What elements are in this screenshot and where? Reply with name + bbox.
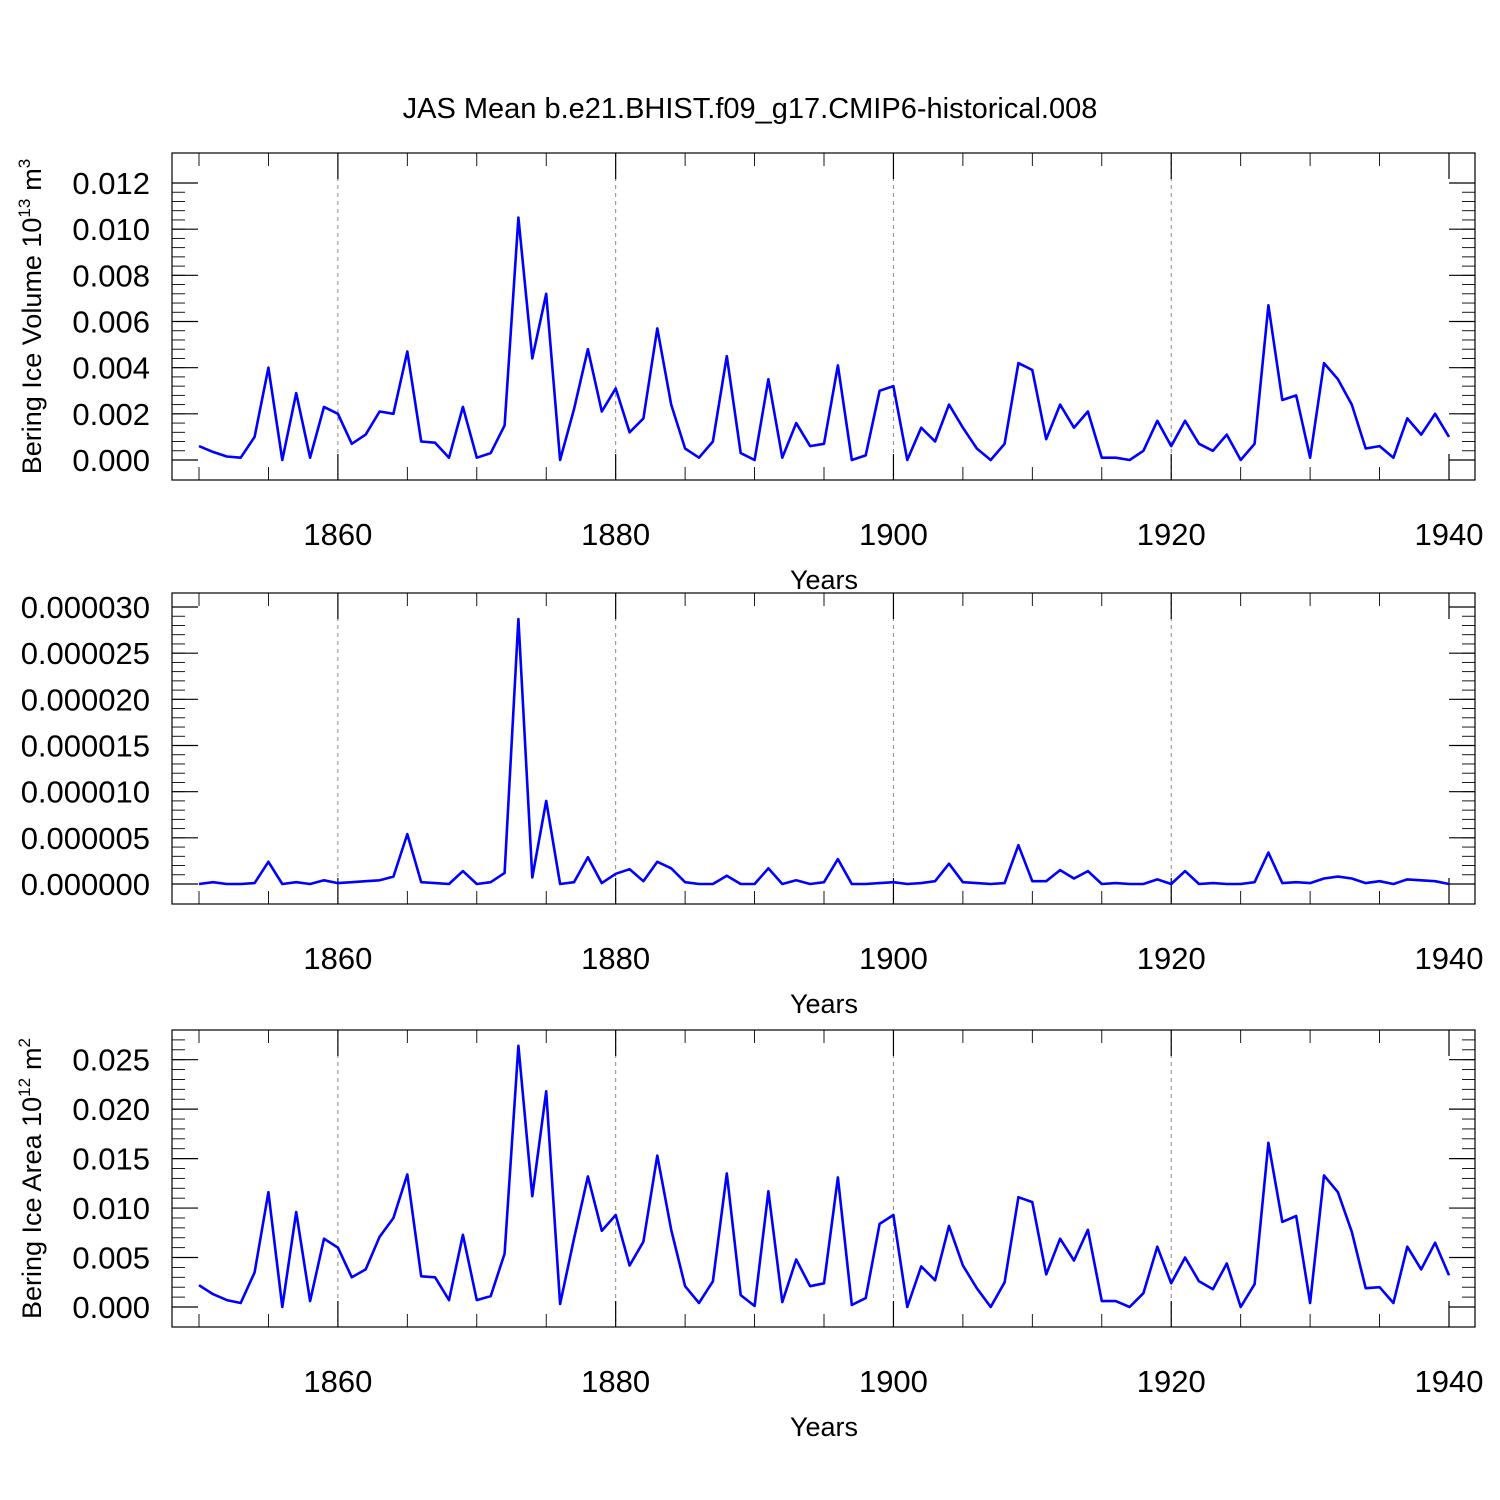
y-tick-label: 0.000015 (21, 729, 150, 764)
panel-ice-volume-x-tick-labels: 1860 1880 1900 1920 1940 (303, 517, 1483, 552)
figure-title: JAS Mean b.e21.BHIST.f09_g17.CMIP6-histo… (403, 93, 1098, 125)
panel-ice-volume-ticks (172, 153, 1475, 480)
y-tick-label: 0.010 (72, 212, 150, 247)
x-tick-label: 1920 (1137, 517, 1206, 552)
y-tick-label: 0.000005 (21, 821, 150, 856)
panel-middle: 0.000000 0.000005 0.000010 0.000015 0.000020… (21, 590, 1484, 1019)
panel-middle-y-tick-labels: 0.000000 0.000005 0.000010 0.000015 0.000020… (21, 590, 150, 902)
x-tick-label: 1880 (581, 1364, 650, 1399)
x-tick-label: 1920 (1137, 941, 1206, 976)
x-tick-label: 1900 (859, 941, 928, 976)
panel-ice-volume-y-label-unit: m (17, 168, 47, 191)
data-line (198, 617, 1450, 886)
y-tick-label: 0.002 (72, 397, 150, 432)
panel-ice-area-grid (337, 1030, 1172, 1327)
panel-middle-x-label: Years (790, 989, 858, 1019)
panel-ice-area-y-tick-labels: 0.000 0.005 0.010 0.015 0.020 0.025 (72, 1043, 150, 1325)
y-tick-label: 0.008 (72, 258, 150, 293)
panel-middle-grid (337, 593, 1172, 904)
y-tick-label: 0.000020 (21, 682, 150, 717)
x-tick-label: 1880 (581, 517, 650, 552)
x-tick-label: 1900 (859, 1364, 928, 1399)
panel-ice-volume-frame (171, 152, 1476, 481)
y-tick-label: 0.000010 (21, 775, 150, 810)
panel-ice-area-series (198, 1044, 1451, 1309)
x-tick-label: 1920 (1137, 1364, 1206, 1399)
panel-ice-area-y-label-exponent: 12 (15, 1078, 34, 1097)
x-tick-label: 1860 (303, 517, 372, 552)
panel-ice-volume-y-label-unit-exponent: 3 (15, 159, 34, 168)
y-tick-label: 0.010 (72, 1191, 150, 1226)
y-tick-label: 0.020 (72, 1092, 150, 1127)
x-tick-label: 1880 (581, 941, 650, 976)
y-tick-label: 0.004 (72, 351, 150, 386)
y-tick-label: 0.025 (72, 1043, 150, 1078)
y-tick-label: 0.005 (72, 1241, 150, 1276)
panel-ice-area-y-label-unit: m (17, 1047, 47, 1070)
panel-middle-ticks (172, 593, 1475, 904)
y-tick-label: 0.012 (72, 166, 150, 201)
y-tick-label: 0.015 (72, 1142, 150, 1177)
panel-ice-area-frame (171, 1029, 1476, 1328)
panel-ice-volume-y-label-exponent: 13 (15, 199, 34, 218)
y-tick-label: 0.000025 (21, 636, 150, 671)
y-tick-label: 0.000 (72, 1290, 150, 1325)
x-tick-label: 1940 (1415, 1364, 1484, 1399)
panel-ice-area-y-label: Bering Ice Area 1012 m2 (15, 1038, 47, 1319)
panel-ice-volume-y-label-text: Bering Ice Volume 10 (17, 218, 47, 475)
panel-middle-x-tick-labels: 1860 1880 1900 1920 1940 (303, 941, 1483, 976)
panel-ice-area-y-label-text: Bering Ice Area 10 (17, 1097, 47, 1319)
panel-ice-volume-y-label: Bering Ice Volume 1013 m3 (15, 159, 47, 475)
panel-ice-volume-x-label: Years (790, 565, 858, 595)
x-tick-label: 1940 (1415, 941, 1484, 976)
y-tick-label: 0.000000 (21, 867, 150, 902)
panel-ice-area-ticks (172, 1029, 1475, 1327)
panel-ice-area-x-label: Years (790, 1412, 858, 1442)
panel-ice-volume: 0.000 0.002 0.004 0.006 0.008 0.010 0.012 1860… (15, 152, 1483, 595)
panel-ice-area-y-label-unit-exponent: 2 (15, 1038, 34, 1047)
data-line (198, 1044, 1451, 1309)
panel-middle-series (198, 617, 1450, 886)
x-tick-label: 1900 (859, 517, 928, 552)
panel-ice-volume-grid (337, 153, 1172, 480)
x-tick-label: 1940 (1415, 517, 1484, 552)
panel-ice-volume-series (198, 216, 1451, 462)
panel-middle-frame (171, 592, 1476, 905)
panel-ice-volume-y-tick-labels: 0.000 0.002 0.004 0.006 0.008 0.010 0.012 (72, 166, 150, 478)
x-tick-label: 1860 (303, 941, 372, 976)
y-tick-label: 0.000030 (21, 590, 150, 625)
y-tick-label: 0.000 (72, 443, 150, 478)
x-tick-label: 1860 (303, 1364, 372, 1399)
y-tick-label: 0.006 (72, 305, 150, 340)
panel-ice-area-x-tick-labels: 1860 1880 1900 1920 1940 (303, 1364, 1483, 1399)
data-line (198, 216, 1451, 462)
